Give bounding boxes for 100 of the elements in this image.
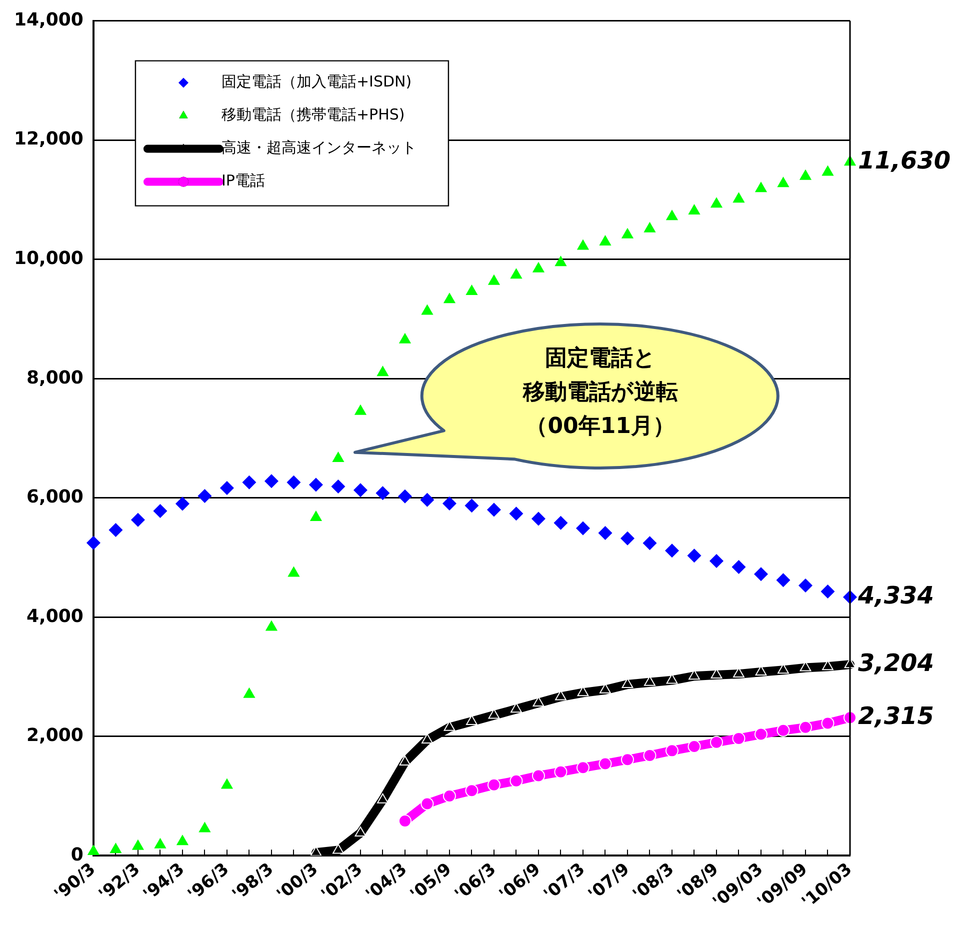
point bbox=[220, 778, 234, 789]
point bbox=[665, 744, 678, 758]
point bbox=[710, 197, 723, 208]
point bbox=[376, 486, 390, 500]
legend-label: IP電話 bbox=[221, 172, 265, 190]
point bbox=[154, 838, 166, 848]
y-tick-label: 8,000 bbox=[26, 367, 84, 388]
point bbox=[599, 235, 612, 246]
data-label: 4,334 bbox=[857, 581, 934, 610]
point bbox=[332, 844, 344, 854]
y-tick-label: 0 bbox=[70, 844, 84, 866]
point bbox=[598, 526, 612, 540]
point bbox=[554, 765, 568, 778]
point bbox=[576, 239, 590, 250]
point bbox=[732, 732, 746, 745]
y-tick-label: 6,000 bbox=[26, 486, 84, 508]
point bbox=[442, 496, 456, 511]
annotation: （00年11月） bbox=[524, 413, 676, 442]
point bbox=[554, 256, 567, 266]
point bbox=[798, 720, 812, 734]
point bbox=[110, 842, 122, 854]
point bbox=[576, 761, 590, 774]
point bbox=[510, 702, 522, 713]
point bbox=[464, 498, 479, 513]
point bbox=[288, 566, 300, 577]
point bbox=[577, 686, 589, 696]
y-tick-label: 12,000 bbox=[14, 128, 84, 150]
legend-label: 高速・超高速インターネット bbox=[221, 138, 416, 157]
point bbox=[198, 489, 212, 504]
point bbox=[310, 510, 322, 522]
point bbox=[420, 797, 434, 810]
point bbox=[442, 789, 456, 802]
point bbox=[510, 268, 522, 279]
point bbox=[331, 480, 346, 494]
point bbox=[444, 720, 456, 731]
point bbox=[308, 478, 323, 492]
point bbox=[688, 204, 700, 215]
point bbox=[732, 192, 745, 203]
point bbox=[399, 756, 411, 766]
point bbox=[576, 521, 590, 536]
annotation: 固定電話と bbox=[544, 344, 657, 374]
point bbox=[130, 512, 145, 527]
y-tick-label: 10,000 bbox=[14, 248, 84, 269]
point bbox=[776, 573, 790, 588]
point bbox=[799, 169, 812, 180]
y-tick-label: 2,000 bbox=[26, 725, 84, 746]
point bbox=[509, 506, 524, 521]
point bbox=[688, 740, 701, 753]
point bbox=[354, 404, 367, 415]
y-tick-label: 4,000 bbox=[26, 606, 84, 627]
point bbox=[822, 165, 834, 176]
point bbox=[376, 366, 389, 376]
point bbox=[733, 668, 744, 678]
point bbox=[153, 504, 168, 518]
point bbox=[354, 826, 366, 836]
data-label: 11,630 bbox=[858, 146, 951, 174]
point bbox=[666, 674, 678, 684]
point bbox=[87, 844, 100, 855]
point bbox=[465, 784, 478, 798]
point bbox=[286, 475, 301, 490]
point bbox=[398, 332, 412, 344]
point bbox=[265, 620, 278, 631]
point bbox=[798, 578, 812, 592]
point bbox=[532, 262, 545, 272]
point bbox=[554, 516, 568, 530]
point bbox=[821, 716, 834, 730]
point bbox=[108, 523, 123, 538]
point bbox=[132, 839, 144, 850]
point bbox=[353, 483, 368, 498]
point bbox=[710, 736, 723, 749]
point bbox=[332, 451, 344, 462]
point bbox=[664, 544, 679, 558]
point bbox=[598, 757, 612, 770]
point bbox=[488, 708, 500, 719]
point bbox=[555, 690, 566, 700]
point bbox=[510, 774, 523, 788]
point bbox=[398, 814, 412, 828]
point bbox=[754, 728, 768, 741]
point bbox=[820, 584, 835, 598]
point bbox=[532, 769, 545, 782]
point bbox=[488, 274, 500, 285]
point bbox=[264, 474, 278, 488]
point bbox=[198, 822, 211, 832]
annotation: 移動電話が逆転 bbox=[522, 379, 679, 408]
point bbox=[243, 687, 256, 698]
point bbox=[621, 228, 634, 238]
point bbox=[242, 475, 256, 490]
point bbox=[220, 481, 234, 496]
point bbox=[822, 660, 834, 670]
point bbox=[175, 496, 190, 511]
point bbox=[776, 724, 790, 737]
point bbox=[443, 292, 456, 304]
point bbox=[310, 846, 322, 856]
point bbox=[531, 512, 546, 526]
point bbox=[86, 536, 100, 550]
point bbox=[487, 778, 500, 792]
data-label: 3,204 bbox=[858, 648, 934, 677]
point bbox=[777, 176, 790, 188]
point bbox=[732, 560, 746, 574]
point bbox=[754, 567, 768, 582]
